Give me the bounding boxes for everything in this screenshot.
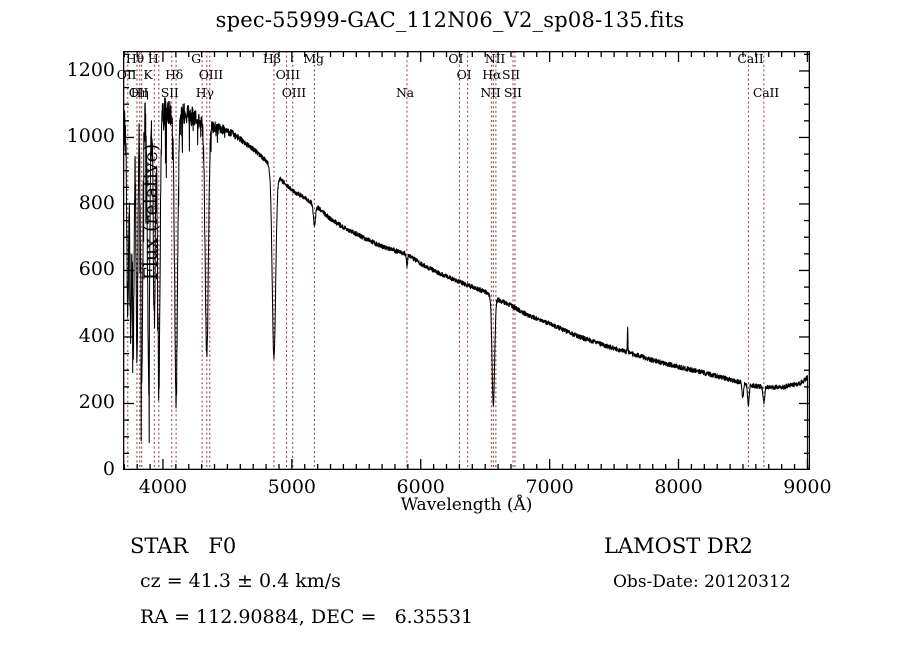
- x-tick-label: 7000: [525, 476, 574, 498]
- x-tick-label: 9000: [783, 476, 832, 498]
- line-label-mg: Mg: [303, 51, 324, 66]
- x-tick-label: 6000: [396, 476, 445, 498]
- line-label-oiii: OIII: [198, 67, 223, 82]
- y-tick-label: 0: [102, 458, 115, 480]
- line-label-sii: SII: [503, 85, 522, 100]
- line-label-h: Hθ: [125, 51, 144, 66]
- y-tick-label: 1000: [66, 125, 115, 148]
- line-label-h: Hα: [482, 67, 502, 82]
- plot-frame: [123, 51, 810, 470]
- metadata-footer: STAR F0 cz = 41.3 ± 0.4 km/s RA = 112.90…: [0, 528, 900, 638]
- object-class: STAR F0: [130, 534, 237, 558]
- line-label-oiii: OIII: [281, 85, 307, 100]
- line-label-k: K: [143, 67, 153, 82]
- y-tick-label: 200: [78, 391, 115, 414]
- line-label-h: Hδ: [165, 67, 184, 82]
- spectrum-trace: [123, 97, 809, 470]
- x-axis-label: Wavelength (Å): [400, 495, 533, 515]
- line-label-caii: CaII: [737, 51, 764, 66]
- spectrum-svg: [123, 51, 810, 470]
- coordinates: RA = 112.90884, DEC = 6.35531: [140, 606, 474, 628]
- line-label-na: Na: [395, 85, 414, 100]
- redshift-velocity: cz = 41.3 ± 0.4 km/s: [140, 570, 341, 592]
- x-tick-label: 5000: [267, 476, 317, 498]
- observation-date: Obs-Date: 20120312: [613, 572, 791, 592]
- y-axis-label: Flux (relative): [140, 143, 162, 281]
- line-label-h: Hγ: [195, 85, 214, 100]
- line-label-oiii: OIII: [275, 67, 300, 82]
- line-label-oii: OII: [116, 67, 137, 82]
- plot-area: Flux (relative) Wavelength (Å) 0 200 400 60…: [67, 51, 832, 515]
- y-tick-label: 600: [78, 258, 115, 281]
- y-tick-label: 800: [78, 191, 115, 214]
- x-tick-label: 8000: [654, 476, 703, 498]
- line-label-oi: OI: [448, 51, 464, 66]
- line-label-sii: SII: [160, 85, 179, 100]
- line-label-h: Hβ: [262, 51, 281, 66]
- line-label-g: G: [191, 51, 201, 66]
- y-tick-label: 400: [78, 324, 115, 347]
- line-label-oii: OII: [128, 85, 149, 100]
- line-label-nii: NII: [484, 51, 506, 66]
- survey-name: LAMOST DR2: [604, 534, 753, 558]
- y-tick-label: 1200: [66, 58, 115, 81]
- line-marker-gridlines: [127, 51, 765, 470]
- line-label-caii: CaII: [752, 85, 779, 100]
- line-label-oi: OI: [456, 67, 472, 82]
- line-label-h: Hη: [130, 85, 149, 100]
- line-label-nii: NII: [480, 85, 501, 100]
- x-tick-label: 4000: [138, 476, 188, 498]
- axis-ticks: [123, 51, 810, 470]
- line-label-h: H: [147, 51, 159, 66]
- page-title: spec-55999-GAC_112N06_V2_sp08-135.fits: [215, 8, 685, 32]
- line-label-sii: SII: [502, 67, 520, 82]
